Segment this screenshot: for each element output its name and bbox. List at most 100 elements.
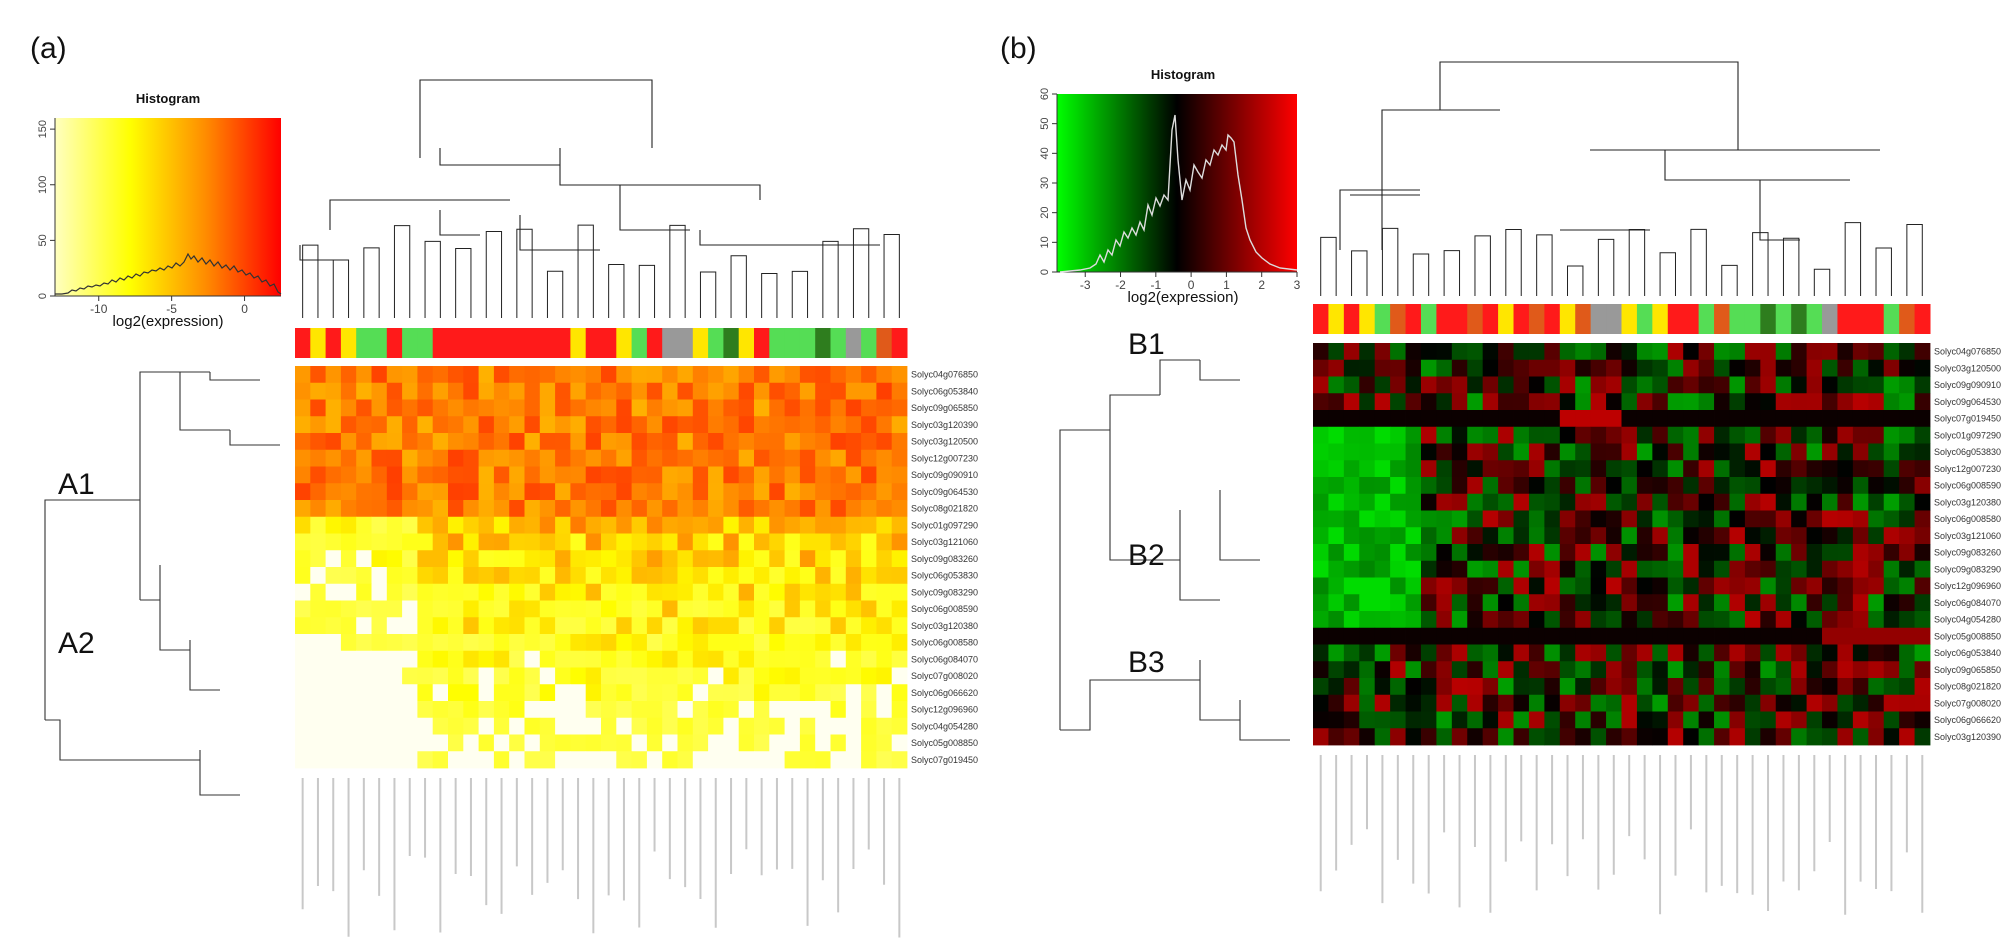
heatmap-cell — [1683, 426, 1700, 444]
heatmap-cell — [723, 416, 740, 434]
heatmap-cell — [845, 751, 862, 769]
heatmap-cell — [478, 634, 495, 652]
heatmap-cell — [570, 550, 587, 568]
heatmap-cell — [692, 500, 709, 518]
heatmap-cell — [1390, 627, 1406, 645]
heatmap-cell — [1868, 376, 1885, 394]
heatmap-cell — [417, 500, 434, 518]
heatmap-cell — [432, 466, 449, 484]
heatmap-cell — [493, 533, 510, 551]
heatmap-cell — [784, 600, 801, 618]
heatmap-cell — [417, 550, 434, 568]
heatmap-cell — [1822, 627, 1838, 645]
heatmap-cell — [371, 500, 388, 518]
heatmap-cell — [1313, 343, 1329, 361]
dendrogram-leaf — [1752, 232, 1769, 296]
heatmap-cell — [310, 533, 326, 551]
heatmap-cell — [1837, 611, 1854, 629]
heatmap-cell — [1420, 443, 1437, 461]
heatmap-cell — [386, 717, 403, 735]
heatmap-cell — [1436, 410, 1453, 428]
heatmap-cell — [1498, 493, 1514, 511]
heatmap-cell — [1744, 611, 1761, 629]
heatmap-cell — [723, 717, 740, 735]
heatmap-cell — [1590, 393, 1607, 411]
heatmap-cell — [463, 500, 479, 518]
heatmap-cell — [402, 717, 418, 735]
heatmap-cell — [402, 634, 418, 652]
heatmap-cell — [478, 717, 495, 735]
heatmap-cell — [769, 449, 785, 467]
heatmap-cell — [1575, 376, 1592, 394]
heatmap-cell — [1760, 426, 1777, 444]
heatmap-cell — [432, 684, 449, 702]
heatmap-cell — [1528, 611, 1545, 629]
heatmap-cell — [1559, 426, 1576, 444]
heatmap-cell — [1775, 477, 1792, 495]
heatmap-cell — [1806, 661, 1823, 679]
heatmap-cell — [1837, 728, 1854, 746]
heatmap-cell — [769, 550, 785, 568]
heatmap-cell — [509, 617, 525, 635]
heatmap-cell — [738, 717, 755, 735]
heatmap-cell — [1714, 460, 1730, 478]
heatmap-cell — [1313, 477, 1329, 495]
heatmap-cell — [845, 550, 862, 568]
heatmap-cell — [799, 366, 816, 384]
heatmap-cell — [754, 500, 770, 518]
heatmap-cell — [1544, 678, 1561, 696]
heatmap-cell — [1837, 493, 1854, 511]
heatmap-cell — [1451, 577, 1468, 595]
column-color-cell — [601, 328, 617, 358]
heatmap-cell — [463, 650, 479, 668]
heatmap-cell — [631, 567, 648, 585]
heatmap-cell — [1899, 577, 1915, 595]
heatmap-cell — [1775, 694, 1792, 712]
heatmap-cell — [417, 667, 434, 685]
heatmap-cell — [1467, 376, 1484, 394]
heatmap-cell — [417, 366, 434, 384]
heatmap-cell — [845, 533, 862, 551]
heatmap-cell — [1575, 711, 1592, 729]
heatmap-cell — [478, 533, 495, 551]
heatmap-cell — [830, 433, 847, 451]
heatmap-cell — [1822, 493, 1838, 511]
heatmap-cell — [861, 516, 877, 534]
heatmap-cell — [1883, 359, 1900, 377]
heatmap-cell — [1575, 560, 1592, 578]
heatmap-cell — [723, 382, 740, 400]
heatmap-cell — [1590, 510, 1607, 528]
heatmap-cell — [1914, 560, 1931, 578]
heatmap-cell — [861, 717, 877, 735]
heatmap-cell — [555, 550, 571, 568]
heatmap-cell — [1683, 711, 1700, 729]
heatmap-cell — [754, 583, 770, 601]
heatmap-cell — [1436, 343, 1453, 361]
heatmap-cell — [1822, 711, 1838, 729]
heatmap-cell — [1868, 644, 1885, 662]
heatmap-cell — [1405, 611, 1422, 629]
heatmap-cell — [1467, 343, 1484, 361]
heatmap-cell — [1513, 544, 1530, 562]
heatmap-cell — [1683, 644, 1700, 662]
heatmap-cell — [478, 416, 495, 434]
heatmap-cell — [1914, 510, 1931, 528]
heatmap-cell — [769, 667, 785, 685]
heatmap-cell — [845, 382, 862, 400]
heatmap-cell — [1791, 527, 1807, 545]
heatmap-cell — [769, 701, 785, 719]
heatmap-cell — [1883, 343, 1900, 361]
heatmap-cell — [386, 550, 403, 568]
heatmap-cell — [1559, 359, 1576, 377]
heatmap-cell — [570, 399, 587, 417]
y-tick-label: 50 — [1039, 118, 1051, 130]
heatmap-cell — [1575, 493, 1592, 511]
heatmap-cell — [432, 734, 449, 752]
heatmap-cell — [1698, 560, 1715, 578]
heatmap-cell — [555, 449, 571, 467]
dendrogram-leaf — [791, 270, 809, 318]
heatmap-cell — [1822, 393, 1838, 411]
heatmap-cell — [570, 667, 587, 685]
heatmap-cell — [1868, 510, 1885, 528]
heatmap-cell — [1498, 678, 1514, 696]
